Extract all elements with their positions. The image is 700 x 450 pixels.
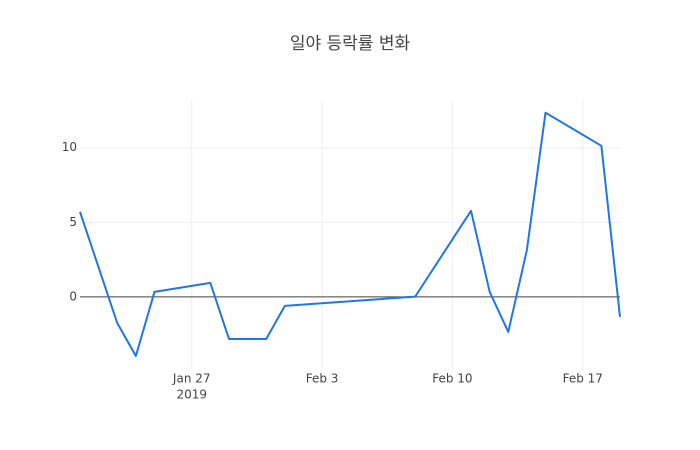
data-line (79, 111, 621, 357)
y-tick-label: 0 (69, 289, 77, 303)
x-tick-label: Feb 3 (306, 372, 339, 386)
x-tick-label: Jan 27 (172, 372, 211, 386)
y-tick-label: 10 (62, 140, 77, 154)
chart-title: 일야 등락률 변화 (290, 34, 411, 54)
x-year-label: 2019 (176, 388, 207, 402)
y-tick-label: 5 (69, 215, 77, 229)
x-tick-label: Feb 17 (563, 372, 603, 386)
x-tick-label: Feb 10 (432, 372, 472, 386)
